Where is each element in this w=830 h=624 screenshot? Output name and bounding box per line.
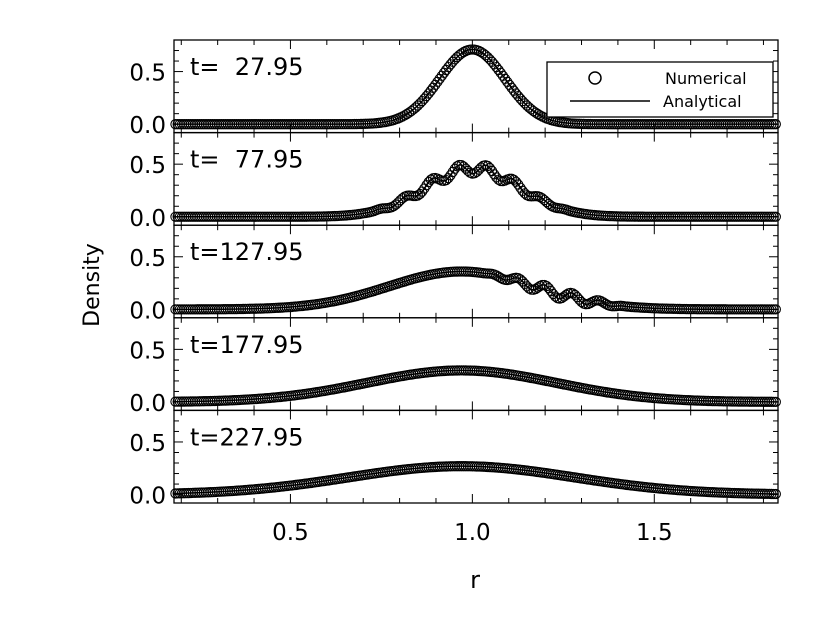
- y-tick-label: 0.0: [129, 484, 166, 510]
- legend-analytical-label: Analytical: [663, 92, 742, 111]
- y-axis-label: Density: [80, 243, 105, 327]
- x-tick-label: 0.5: [272, 520, 309, 546]
- panel-5: 0.0 0.5 t=227.95: [129, 409, 781, 510]
- legend-box: [546, 61, 774, 118]
- y-tick-label: 0.0: [129, 206, 166, 232]
- panel-1: 0.0 0.5 t= 27.95: [129, 39, 781, 139]
- y-tick-label: 0.5: [129, 338, 166, 364]
- y-tick-label: 0.0: [129, 298, 166, 324]
- legend-numerical-label: Numerical: [665, 69, 747, 88]
- x-tick-label: 1.5: [636, 520, 673, 546]
- panel-2: 0.0 0.5 t= 77.95: [129, 131, 781, 232]
- x-tick-label: 1.0: [454, 520, 491, 546]
- analytical-curve: [174, 164, 778, 218]
- numerical-series: [170, 266, 781, 315]
- analytical-curve: [173, 369, 778, 403]
- panel-time-label: t=177.95: [190, 331, 304, 359]
- panels-group: 0.0 0.5 t= 27.95 0.0 0.5 t= 77.95 0.0 0.5 t=127.…: [129, 39, 781, 510]
- panel-time-label: t= 27.95: [190, 53, 303, 81]
- panel-time-label: t=127.95: [190, 238, 304, 266]
- y-tick-label: 0.0: [129, 113, 166, 139]
- y-tick-label: 0.5: [129, 246, 166, 272]
- y-tick-label: 0.5: [129, 61, 166, 87]
- y-tick-label: 0.0: [129, 391, 166, 417]
- analytical-curve: [174, 48, 778, 125]
- panel-time-label: t= 77.95: [190, 146, 303, 174]
- y-tick-label: 0.5: [129, 431, 166, 457]
- analytical-curve: [174, 270, 778, 311]
- x-axis: 0.5 1.0 1.5: [272, 520, 672, 546]
- y-tick-label: 0.5: [129, 153, 166, 179]
- panel-4: 0.0 0.5 t=177.95: [129, 317, 781, 417]
- panel-3: 0.0 0.5 t=127.95: [129, 224, 781, 324]
- panel-time-label: t=227.95: [190, 423, 304, 451]
- legend-numerical-marker: [588, 71, 602, 85]
- legend: Numerical Analytical: [546, 61, 774, 118]
- x-axis-label: r: [470, 566, 480, 594]
- panel-frame: [173, 409, 779, 504]
- analytical-curve: [173, 465, 779, 495]
